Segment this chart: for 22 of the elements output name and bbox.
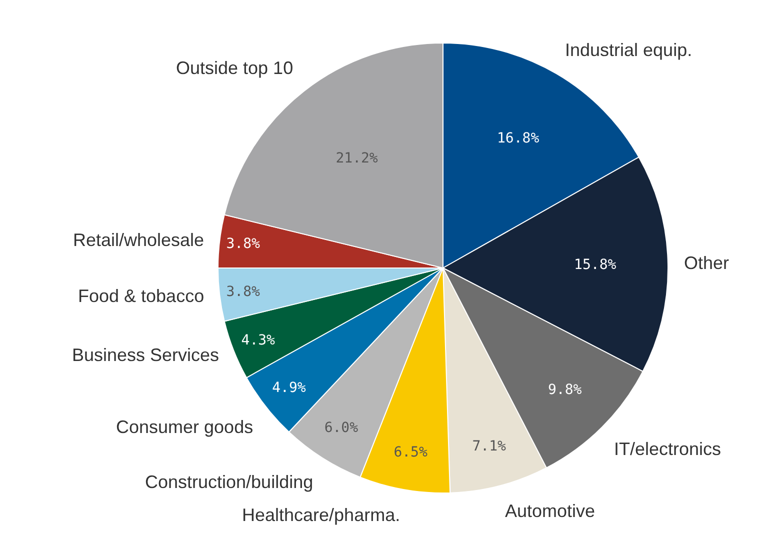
data-label: 15.8% — [574, 257, 617, 274]
data-label: 4.9% — [272, 380, 306, 396]
slice-label: Retail/wholesale — [73, 230, 204, 250]
data-label: 4.3% — [241, 332, 276, 348]
data-label: 3.8% — [226, 284, 261, 300]
slice-label: Business Services — [72, 345, 220, 365]
data-label: 21.2% — [336, 150, 378, 167]
data-label: 16.8% — [497, 130, 540, 147]
slice-label: Outside top 10 — [176, 58, 294, 78]
data-label: 6.5% — [394, 444, 428, 460]
slice-label: Construction/building — [145, 472, 314, 492]
slice-label: Food & tobacco — [78, 286, 204, 306]
slice-label: IT/electronics — [614, 439, 722, 459]
slice-label: Consumer goods — [116, 417, 254, 437]
data-label: 3.8% — [226, 236, 261, 252]
slice-label: Industrial equip. — [565, 40, 692, 60]
slice-label: Healthcare/pharma. — [242, 505, 400, 525]
slice-label: Other — [684, 253, 730, 273]
data-label: 7.1% — [472, 438, 507, 454]
slice-label: Automotive — [505, 501, 596, 521]
data-label: 9.8% — [548, 382, 582, 398]
data-label: 6.0% — [324, 420, 359, 436]
